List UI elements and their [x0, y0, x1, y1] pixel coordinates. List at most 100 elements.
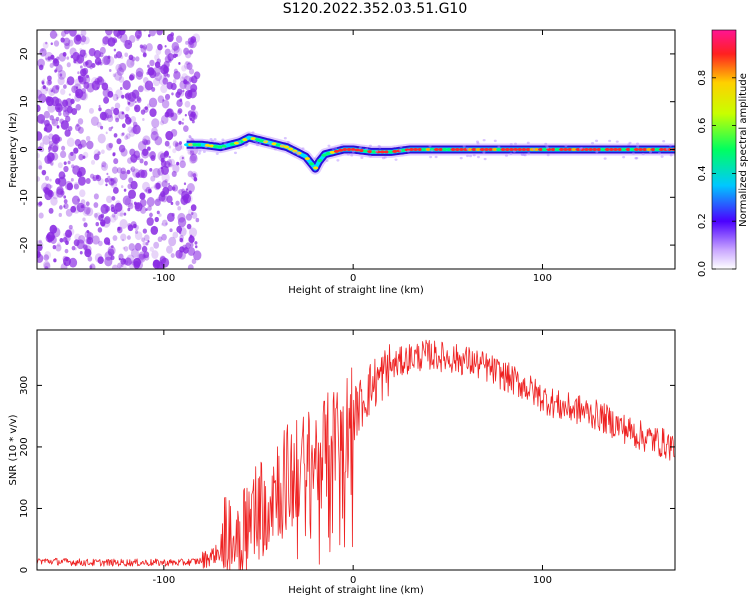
spectrogram-noise-blob	[96, 121, 102, 128]
spectrogram-noise-blob	[73, 181, 80, 189]
spectrogram-ridge-speckle	[263, 139, 267, 143]
spectrogram-noise-blob	[49, 114, 55, 121]
spectrogram-noise-blob	[154, 182, 161, 191]
spectrogram-noise-blob	[133, 201, 137, 206]
spectrogram-noise-blob	[136, 96, 141, 102]
spectrogram-noise-blob	[110, 204, 115, 209]
spectrogram-noise-blob	[168, 158, 176, 167]
spectrogram-noise-blob	[57, 162, 63, 169]
spectrogram-noise-blob	[120, 185, 124, 189]
spectrogram-y-axis-label: Frequency (Hz)	[8, 112, 19, 188]
spectrogram-ridge-cell	[454, 148, 460, 151]
spectrogram-noise-blob	[115, 117, 120, 123]
spectrogram-ridge-cell	[338, 148, 344, 152]
spectrogram-noise-blob	[147, 146, 151, 151]
spectrogram-noise-blob	[188, 155, 197, 164]
spectrogram-noise-blob	[143, 251, 150, 259]
spectrogram-noise-blob	[186, 80, 189, 84]
spectrogram-ridge-cell	[258, 139, 265, 143]
snr-panel: -100 0 100 0 100 200 300 Height of straight l…	[8, 329, 676, 596]
spectrogram-noise-blob	[126, 97, 135, 107]
spectrogram-noise-blob	[154, 54, 160, 61]
spectrogram-noise-blob	[98, 240, 103, 247]
spectrogram-noise-blob	[40, 64, 43, 67]
spectrogram-noise-blob	[169, 38, 172, 41]
spectrogram-ridge-cell	[512, 148, 519, 151]
spectrogram-ridge-speckle	[313, 157, 317, 160]
spectrogram-noise-blob	[189, 242, 194, 248]
spectrogram-noise-blob	[179, 231, 182, 235]
spectrogram-noise-blob	[84, 230, 92, 239]
spectrogram-ridge-speckle	[497, 145, 501, 149]
spectrogram-noise-blob	[83, 81, 87, 85]
spectrogram-ridge-speckle	[365, 147, 369, 151]
spectrogram-noise-blob	[184, 81, 192, 91]
spectrogram-noise-blob	[44, 266, 49, 269]
spectrogram-noise-blob	[156, 210, 160, 215]
spectrogram-ridge-cell	[421, 148, 427, 151]
spectrogram-noise-blob	[37, 114, 46, 124]
spectrogram-noise-blob	[82, 61, 88, 67]
spectrogram-ridge-cell	[488, 148, 494, 151]
spectrogram-noise	[37, 30, 202, 269]
spectrogram-ridge-speckle	[375, 150, 379, 153]
spectrogram-noise-blob	[106, 172, 109, 176]
spectrogram-noise-blob	[60, 150, 67, 159]
spectrogram-ridge-cell	[550, 148, 556, 151]
spectrogram-noise-blob	[177, 190, 180, 194]
spectrogram-noise-blob	[172, 79, 177, 84]
spectrogram-noise-blob	[128, 243, 136, 251]
spectrogram-noise-blob	[93, 212, 98, 218]
spectrogram-ridge-speckle	[509, 152, 513, 155]
spectrogram-noise-blob	[61, 145, 66, 151]
spectrogram-noise-blob	[167, 182, 171, 186]
spectrogram-ridge-speckle	[603, 157, 607, 160]
spectrogram-ridge-cell	[233, 141, 240, 145]
spectrogram-ridge-cell	[658, 148, 664, 151]
spectrogram-noise-blob	[157, 236, 163, 243]
snr-y-tick-label: 100	[19, 499, 30, 518]
spectrogram-noise-blob	[144, 80, 154, 91]
spectrogram-noise-blob	[61, 99, 69, 107]
spectrogram-noise-blob	[188, 68, 195, 75]
spectrogram-ridge-cell	[367, 150, 373, 154]
spectrogram-noise-blob	[48, 140, 54, 147]
spectrogram-noise-blob	[93, 49, 101, 59]
spectrogram-noise-blob	[43, 262, 51, 269]
spectrogram-noise-blob	[186, 183, 195, 193]
spectrogram-ridge-cell	[383, 150, 390, 154]
spectrogram-noise-blob	[100, 162, 109, 171]
spectrogram-ridge-speckle	[428, 144, 432, 148]
spectrogram-noise-blob	[134, 230, 139, 234]
spectrogram-noise-blob	[47, 79, 53, 85]
spectrogram-noise-blob	[64, 30, 70, 35]
spectrogram-noise-blob	[119, 170, 128, 181]
spectrogram-noise-blob	[67, 160, 71, 165]
spectrogram-noise-blob	[161, 233, 167, 241]
spectrogram-noise-blob	[151, 127, 158, 136]
spectrogram-noise-blob	[177, 108, 183, 114]
spectrogram-noise-blob	[123, 212, 127, 216]
spectrogram-noise-blob	[55, 64, 63, 73]
spectrogram-noise-blob	[146, 139, 151, 145]
spectrogram-noise-blob	[121, 132, 125, 136]
spectrogram-noise-blob	[114, 102, 121, 110]
spectrogram-noise-blob	[168, 236, 177, 247]
spectrogram-ridge-cell	[608, 148, 614, 151]
spectrogram-noise-blob	[62, 109, 70, 118]
spectrogram-ridge-cell	[192, 143, 198, 147]
spectrogram-noise-blob	[141, 148, 150, 159]
colorbar-tick-label: 0.4	[697, 165, 708, 181]
spectrogram-noise-blob	[146, 197, 155, 207]
spectrogram-ridge-speckle	[256, 143, 260, 147]
spectrogram-noise-blob	[190, 212, 194, 216]
spectrogram-ridge	[182, 131, 675, 175]
spectrogram-ridge-cell	[654, 148, 660, 151]
spectrogram-noise-blob	[164, 178, 168, 183]
spectrogram-noise-blob	[82, 217, 86, 222]
spectrogram-x-tick-label: 100	[533, 273, 552, 284]
spectrogram-noise-blob	[138, 251, 146, 260]
spectrogram-ridge-speckle	[340, 143, 344, 147]
spectrogram-ridge-cell	[242, 138, 248, 142]
snr-x-tick-label: 100	[533, 575, 552, 586]
